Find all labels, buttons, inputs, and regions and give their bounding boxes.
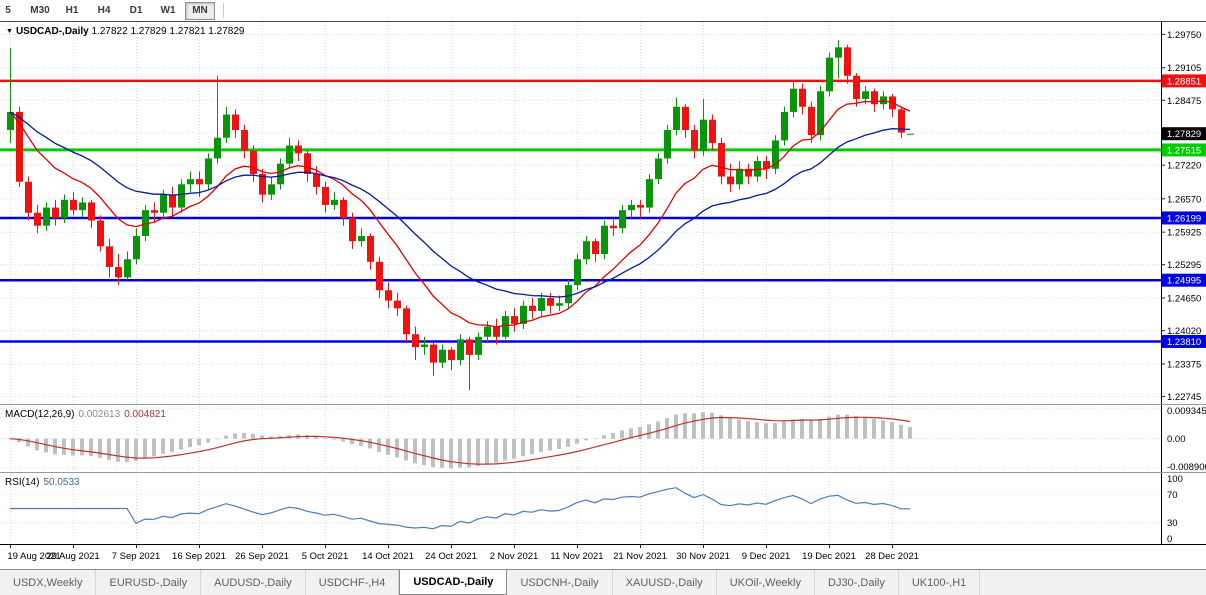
price-axis-label: 1.28475	[1167, 96, 1201, 107]
timeframe-button-h4[interactable]: H4	[97, 4, 111, 16]
chart-tab-dj30-daily[interactable]: DJ30-,Daily	[815, 570, 899, 595]
chart-title: ▼ USDCAD-,Daily 1.27822 1.27829 1.27821 1…	[6, 26, 244, 37]
chart-tab-xauusd-daily[interactable]: XAUUSD-,Daily	[613, 570, 717, 595]
rsi-axis-label: 30	[1167, 518, 1178, 529]
chart-symbol-label: USDCAD-,Daily	[15, 26, 89, 37]
rsi-axis-label: 0	[1167, 534, 1172, 545]
panel-borders	[0, 22, 1206, 545]
price-axis-label: 1.29105	[1167, 63, 1201, 74]
date-axis-label: 2 Nov 2021	[490, 551, 539, 562]
chart-ohlc-readout: 1.27822 1.27829 1.27821 1.27829	[91, 26, 245, 37]
date-axis-label: 9 Dec 2021	[742, 551, 791, 562]
date-axis-label: 29 Aug 2021	[46, 551, 99, 562]
chart-tab-usdcnh-daily[interactable]: USDCNH-,Daily	[507, 570, 613, 595]
symbol-tabbar: USDX,Weekly EURUSD-,Daily AUDUSD-,Daily USD…	[0, 569, 1206, 595]
level-price-badge-text: 1.24995	[1167, 276, 1201, 287]
price-axis-label: 1.29750	[1167, 30, 1201, 41]
price-badges: 1.28851 1.27515 1.26199 1.24995 1.23810 1.278…	[1162, 74, 1206, 348]
chart-tab-eurusd-daily[interactable]: EURUSD-,Daily	[96, 570, 202, 595]
timeframe-button-mn[interactable]: MN	[185, 1, 215, 20]
horizontal-level-lines	[0, 79, 1162, 343]
date-axis-label: 30 Nov 2021	[676, 551, 730, 562]
chart-tab-usdx-weekly[interactable]: USDX,Weekly	[0, 570, 97, 595]
macd-name: MACD(12,26,9)	[5, 409, 75, 420]
macd-axis-label: 0.009345	[1167, 406, 1206, 417]
tabbar-filler	[980, 570, 1206, 595]
date-axis-label: 7 Sep 2021	[112, 551, 161, 562]
rsi-axis-label: 100	[1167, 474, 1183, 485]
level-price-badge	[1162, 74, 1206, 88]
price-axis-label: 1.23375	[1167, 359, 1201, 370]
date-axis-label: 24 Oct 2021	[425, 551, 477, 562]
price-axis[interactable]: 1.29750 1.29105 1.28475 1.27220 1.26570 1.259…	[1161, 30, 1206, 545]
price-axis-label: 1.27220	[1167, 161, 1201, 172]
rsi-axis-label: 70	[1167, 490, 1178, 501]
date-axis-label: 16 Sep 2021	[172, 551, 226, 562]
rsi-indicator-label: RSI(14) 50.0533	[5, 477, 80, 488]
level-price-badge	[1162, 211, 1206, 225]
chart-tab-audusd-daily[interactable]: AUDUSD-,Daily	[201, 570, 306, 595]
rsi-value: 50.0533	[43, 477, 80, 488]
candles	[7, 40, 914, 391]
macd-axis-label: -0.008900	[1167, 462, 1206, 473]
date-axis-label: 28 Dec 2021	[865, 551, 919, 562]
macd-panel	[8, 412, 912, 469]
timeframe-button-m30[interactable]: M30	[30, 4, 50, 16]
timeframe-button-w1[interactable]: W1	[160, 4, 176, 16]
rsi-panel	[10, 487, 911, 530]
level-price-badge-text: 1.27515	[1167, 145, 1201, 156]
date-axis-label: 19 Dec 2021	[802, 551, 856, 562]
chart-background	[0, 22, 1206, 569]
bid-price-badge	[1162, 127, 1206, 141]
level-price-badge-text: 1.26199	[1167, 213, 1201, 224]
price-axis-label: 1.24020	[1167, 326, 1201, 337]
macd-axis-label: 0.00	[1167, 434, 1186, 445]
date-axis-label: 19 Aug 2021	[7, 551, 60, 562]
macd-indicator-label: MACD(12,26,9) 0.002613 0.004821	[5, 409, 166, 420]
chart-region: 1.29750 1.29105 1.28475 1.27220 1.26570 1.259…	[0, 22, 1206, 569]
date-axis-label: 11 Nov 2021	[550, 551, 603, 562]
timeframe-button-5[interactable]: 5	[5, 4, 11, 16]
price-axis-label: 1.25925	[1167, 228, 1201, 239]
price-axis-label: 1.26570	[1167, 194, 1201, 205]
level-price-badge-text: 1.23810	[1167, 337, 1201, 348]
chart-tab-uk100-h1[interactable]: UK100-,H1	[899, 570, 981, 595]
level-price-badge	[1162, 334, 1206, 348]
level-price-badge-text: 1.28851	[1167, 76, 1201, 87]
timeframe-toolbar: 5 M30 H1 H4 D1 W1 MN	[0, 0, 1206, 22]
collapse-chart-icon[interactable]: ▼	[6, 28, 13, 35]
macd-signal-value: 0.004821	[124, 409, 166, 420]
chart-tab-usdcad-daily[interactable]: USDCAD-,Daily	[399, 570, 508, 595]
timeframe-button-h1[interactable]: H1	[65, 4, 79, 16]
rsi-name: RSI(14)	[5, 477, 40, 488]
date-axis-label: 26 Sep 2021	[235, 551, 289, 562]
bid-price-badge-text: 1.27829	[1167, 129, 1201, 140]
macd-main-value: 0.002613	[78, 409, 121, 420]
toolbar-separator	[223, 3, 224, 18]
chart-tab-usdchf-h4[interactable]: USDCHF-,H4	[306, 570, 400, 595]
chart-tab-ukoil-weekly[interactable]: UKOil-,Weekly	[717, 570, 815, 595]
date-axis-label: 21 Nov 2021	[613, 551, 667, 562]
date-axis-label: 14 Oct 2021	[362, 551, 414, 562]
chart-canvas[interactable]: 1.29750 1.29105 1.28475 1.27220 1.26570 1.259…	[0, 22, 1206, 569]
moving-averages	[9, 100, 911, 328]
timeframe-button-d1[interactable]: D1	[129, 4, 143, 16]
price-axis-label: 1.24650	[1167, 294, 1201, 305]
date-axis-label: 5 Oct 2021	[302, 551, 348, 562]
level-price-badge	[1162, 143, 1206, 157]
price-axis-label: 1.25295	[1167, 260, 1201, 271]
level-price-badge	[1162, 273, 1206, 287]
price-axis-label: 1.22745	[1167, 392, 1201, 403]
